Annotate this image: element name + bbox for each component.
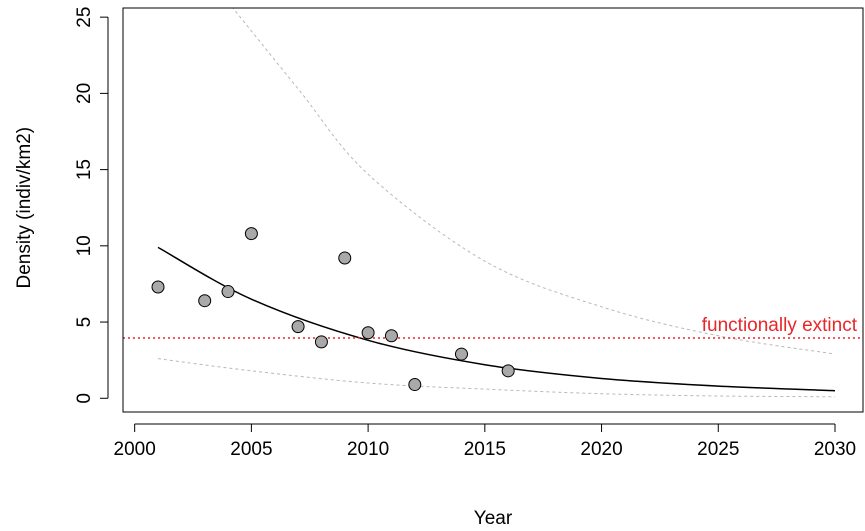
y-tick-label: 20 [74,83,95,104]
data-point [338,251,352,265]
y-tick-label: 5 [74,317,95,328]
data-point [314,335,328,349]
y-tick-label: 0 [74,393,95,404]
y-axis-title: Density (indiv/km2) [14,127,35,289]
x-tick-label: 2030 [814,439,856,460]
data-point [454,347,468,361]
data-point [221,285,235,299]
x-tick-label: 2000 [114,439,156,460]
threshold-label: functionally extinct [702,315,858,336]
y-tick-label: 25 [74,7,95,28]
x-tick-label: 2020 [580,439,622,460]
lower-bound-curve [157,358,836,398]
data-point [244,227,258,241]
plot-frame [122,7,864,413]
y-tick-label: 10 [74,235,95,256]
x-tick-label: 2015 [464,439,506,460]
data-point [408,378,422,392]
x-tick-label: 2025 [697,439,739,460]
confidence-bounds [157,8,836,398]
data-point [384,329,398,343]
x-tick-label: 2010 [347,439,389,460]
data-points [151,227,515,392]
x-tick-label: 2005 [230,439,272,460]
y-tick-label: 15 [74,159,95,180]
data-point [501,364,515,378]
data-point [198,294,212,308]
fit-curve [157,246,836,392]
upper-bound-curve [232,8,836,355]
fit-curve-layer [157,246,836,392]
data-point [361,326,375,340]
data-point [291,320,305,334]
data-point [151,280,165,294]
x-axis-title: Year [474,508,513,529]
threshold-layer: functionally extinct [123,315,863,339]
